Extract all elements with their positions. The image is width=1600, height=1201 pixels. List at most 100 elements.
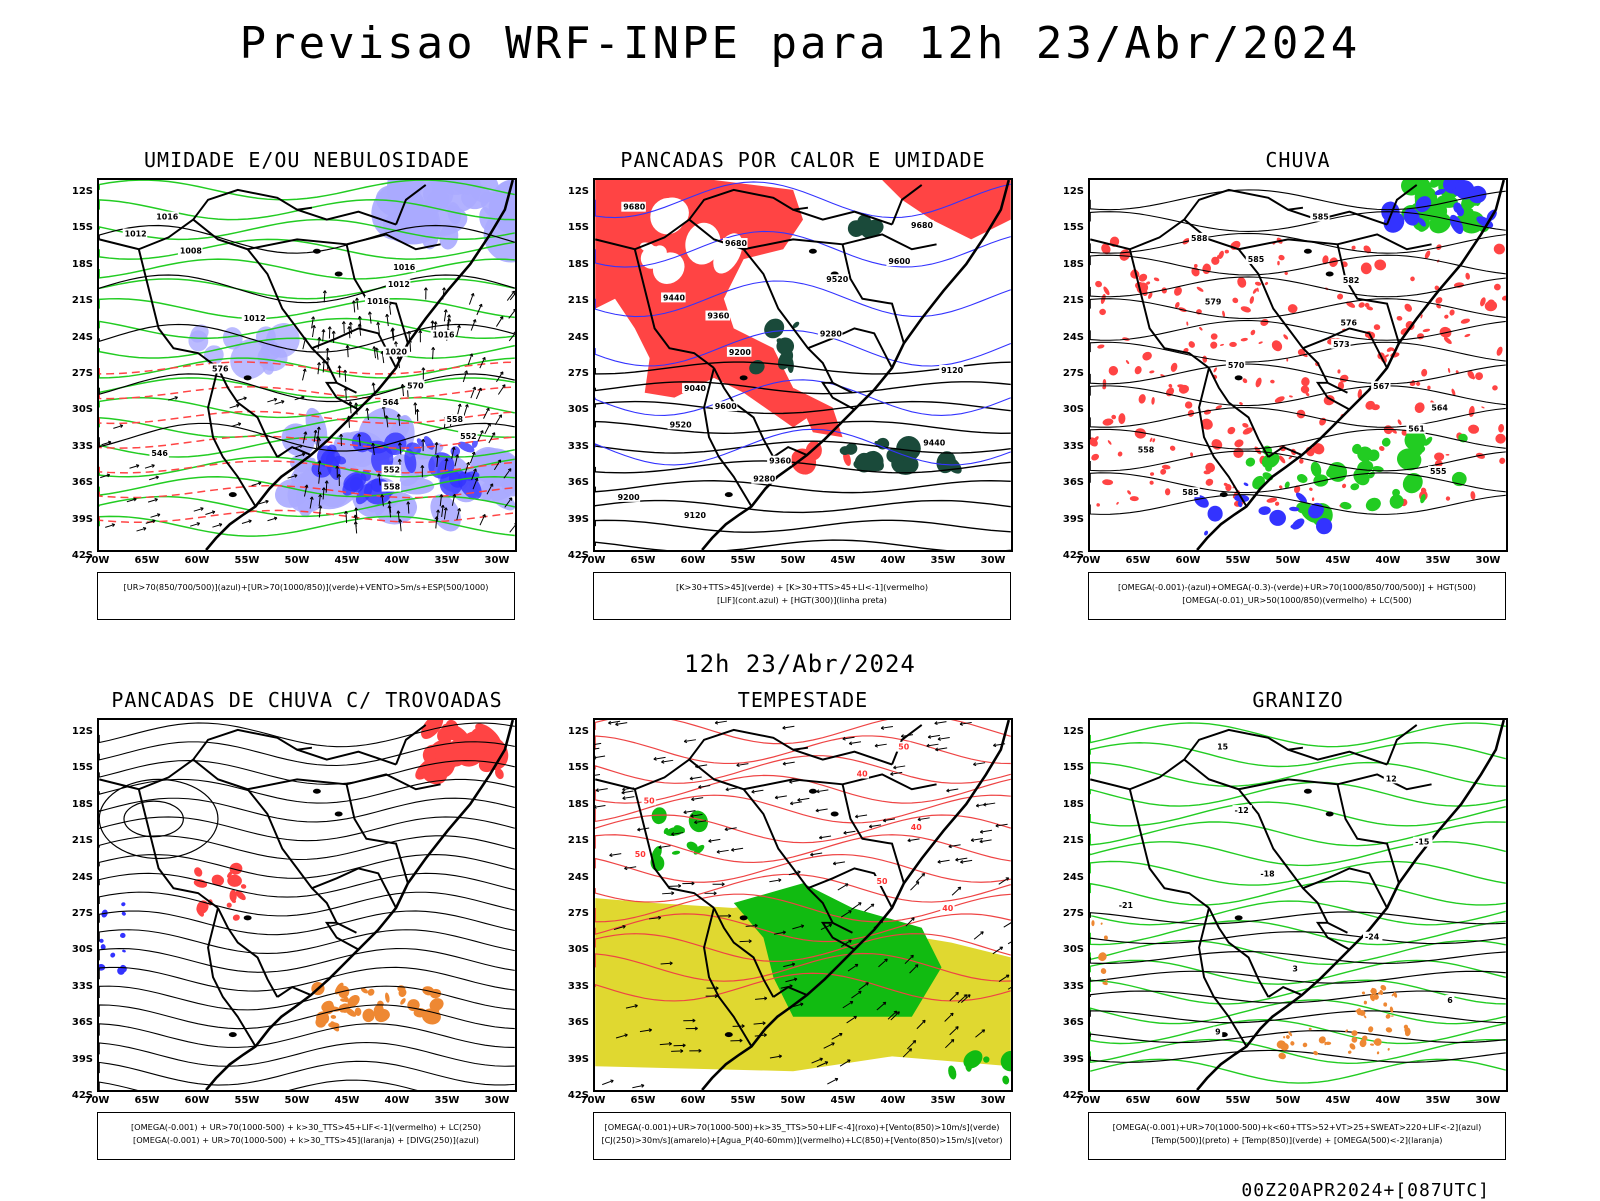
wind-vector	[654, 757, 666, 760]
rain-red-area	[1229, 342, 1237, 347]
latitude-tick-label: 15S	[65, 222, 93, 233]
rain-red-area	[1397, 419, 1403, 426]
latitude-tick-label: 12S	[1056, 726, 1084, 737]
wind-vector	[476, 388, 481, 399]
wind-vector	[322, 329, 325, 341]
height-500-contour	[1090, 364, 1506, 384]
contour-label: 9280	[753, 475, 776, 484]
wind-vector	[130, 465, 139, 469]
contour-label: 564	[1431, 403, 1448, 412]
lake	[1220, 492, 1228, 497]
rain-red-area	[1099, 308, 1107, 315]
legend-line: [OMEGA(-0.001) + UR>70(1000-500) + k>30_…	[98, 1134, 514, 1147]
rain-red-area	[1096, 503, 1100, 507]
wind-vector	[908, 839, 920, 842]
lake	[335, 812, 343, 817]
lake	[809, 789, 817, 794]
contour-label: 1016	[367, 297, 390, 306]
rain-red-area	[1282, 333, 1289, 340]
wind-vector	[471, 387, 476, 398]
longitude-tick-label: 45W	[332, 1095, 362, 1106]
state-border	[1268, 987, 1302, 997]
rain-red-area	[1203, 409, 1211, 416]
longitude-tick-label: 45W	[828, 555, 858, 566]
omega-orange-area	[1387, 1048, 1390, 1051]
rain-red-area	[1495, 346, 1503, 357]
wind-vector	[980, 830, 992, 833]
omega-orange-area	[1364, 1001, 1368, 1005]
wind-vector	[893, 766, 905, 769]
rain-red-area	[1231, 297, 1239, 305]
rain-red-area	[1498, 457, 1506, 465]
panel-title: GRANIZO	[1088, 688, 1508, 712]
lake	[831, 812, 839, 817]
rain-red-area	[1117, 451, 1123, 457]
wind-vector	[602, 1080, 613, 1085]
rain-red-area	[1202, 263, 1212, 275]
divergence-blue-area	[121, 902, 126, 907]
rain-red-area	[1361, 263, 1372, 275]
wind-vector	[960, 860, 972, 863]
state-border	[297, 750, 396, 765]
wind-vector	[495, 415, 501, 425]
longitude-tick-label: 65W	[1123, 1095, 1153, 1106]
rain-red-area	[1116, 501, 1120, 505]
longitude-tick-label: 70W	[1073, 555, 1103, 566]
rain-red-area	[1403, 302, 1414, 313]
longitude-tick-label: 70W	[82, 555, 112, 566]
streamline	[99, 1043, 515, 1067]
streamline	[124, 801, 183, 837]
longitude-tick-label: 35W	[928, 1095, 958, 1106]
humidity-green-contour	[99, 279, 515, 299]
contour-label: 1008	[180, 246, 203, 255]
wind-green-area	[1001, 1075, 1010, 1085]
wind-vector	[498, 385, 505, 395]
wind-vector	[595, 774, 600, 777]
latitude-tick-label: 33S	[65, 981, 93, 992]
rain-red-area	[1130, 496, 1139, 501]
longitude-tick-label: 70W	[82, 1095, 112, 1106]
legend-line: [OMEGA(-0.01)_UR>50(1000/850)(vermelho) …	[1089, 594, 1505, 607]
wind-vector	[662, 892, 674, 895]
omega-orange-area	[1348, 1042, 1356, 1051]
contour-label: 555	[1430, 467, 1447, 476]
wind-vector	[713, 883, 725, 886]
wind-vector	[416, 409, 419, 421]
latitude-tick-label: 27S	[65, 368, 93, 379]
wind-vector	[332, 331, 335, 343]
wind-vector	[595, 756, 605, 759]
omega-orange-area	[1351, 1030, 1357, 1036]
rain-red-area	[1337, 369, 1340, 373]
rain-red-area	[1231, 446, 1246, 461]
rain-red-area	[1194, 264, 1198, 268]
wind-vector	[312, 325, 315, 337]
rain-red-area	[1427, 386, 1430, 390]
rain-red-area	[1286, 358, 1288, 361]
rain-red-area	[1464, 333, 1471, 338]
latitude-tick-label: 15S	[561, 222, 589, 233]
contour-label: 15	[1217, 743, 1228, 752]
rain-red-area	[1270, 338, 1284, 353]
wind-vector	[344, 388, 347, 400]
rain-red-area	[1274, 501, 1280, 507]
contour-label: 9040	[684, 384, 707, 393]
wind-vector	[230, 404, 239, 408]
wind-vector	[386, 314, 389, 326]
latitude-tick-label: 33S	[1056, 981, 1084, 992]
wind-vector	[148, 499, 157, 503]
contour-label: 546	[151, 449, 168, 458]
state-border	[99, 730, 312, 789]
latitude-tick-label: 36S	[65, 477, 93, 488]
rain-red-area	[1187, 340, 1196, 349]
map-plot: 1016101210081016101210161012101610205765…	[99, 180, 515, 550]
rain-red-area	[1209, 437, 1224, 452]
wind-vector	[469, 293, 474, 304]
latitude-tick-label: 30S	[65, 944, 93, 955]
wind-vector	[819, 836, 831, 839]
latitude-tick-label: 21S	[561, 295, 589, 306]
longitude-tick-label: 50W	[778, 555, 808, 566]
wind-vector	[881, 726, 893, 729]
wind-vector	[399, 519, 402, 531]
contour-label: -21	[1119, 901, 1133, 910]
panel-title: CHUVA	[1088, 148, 1508, 172]
